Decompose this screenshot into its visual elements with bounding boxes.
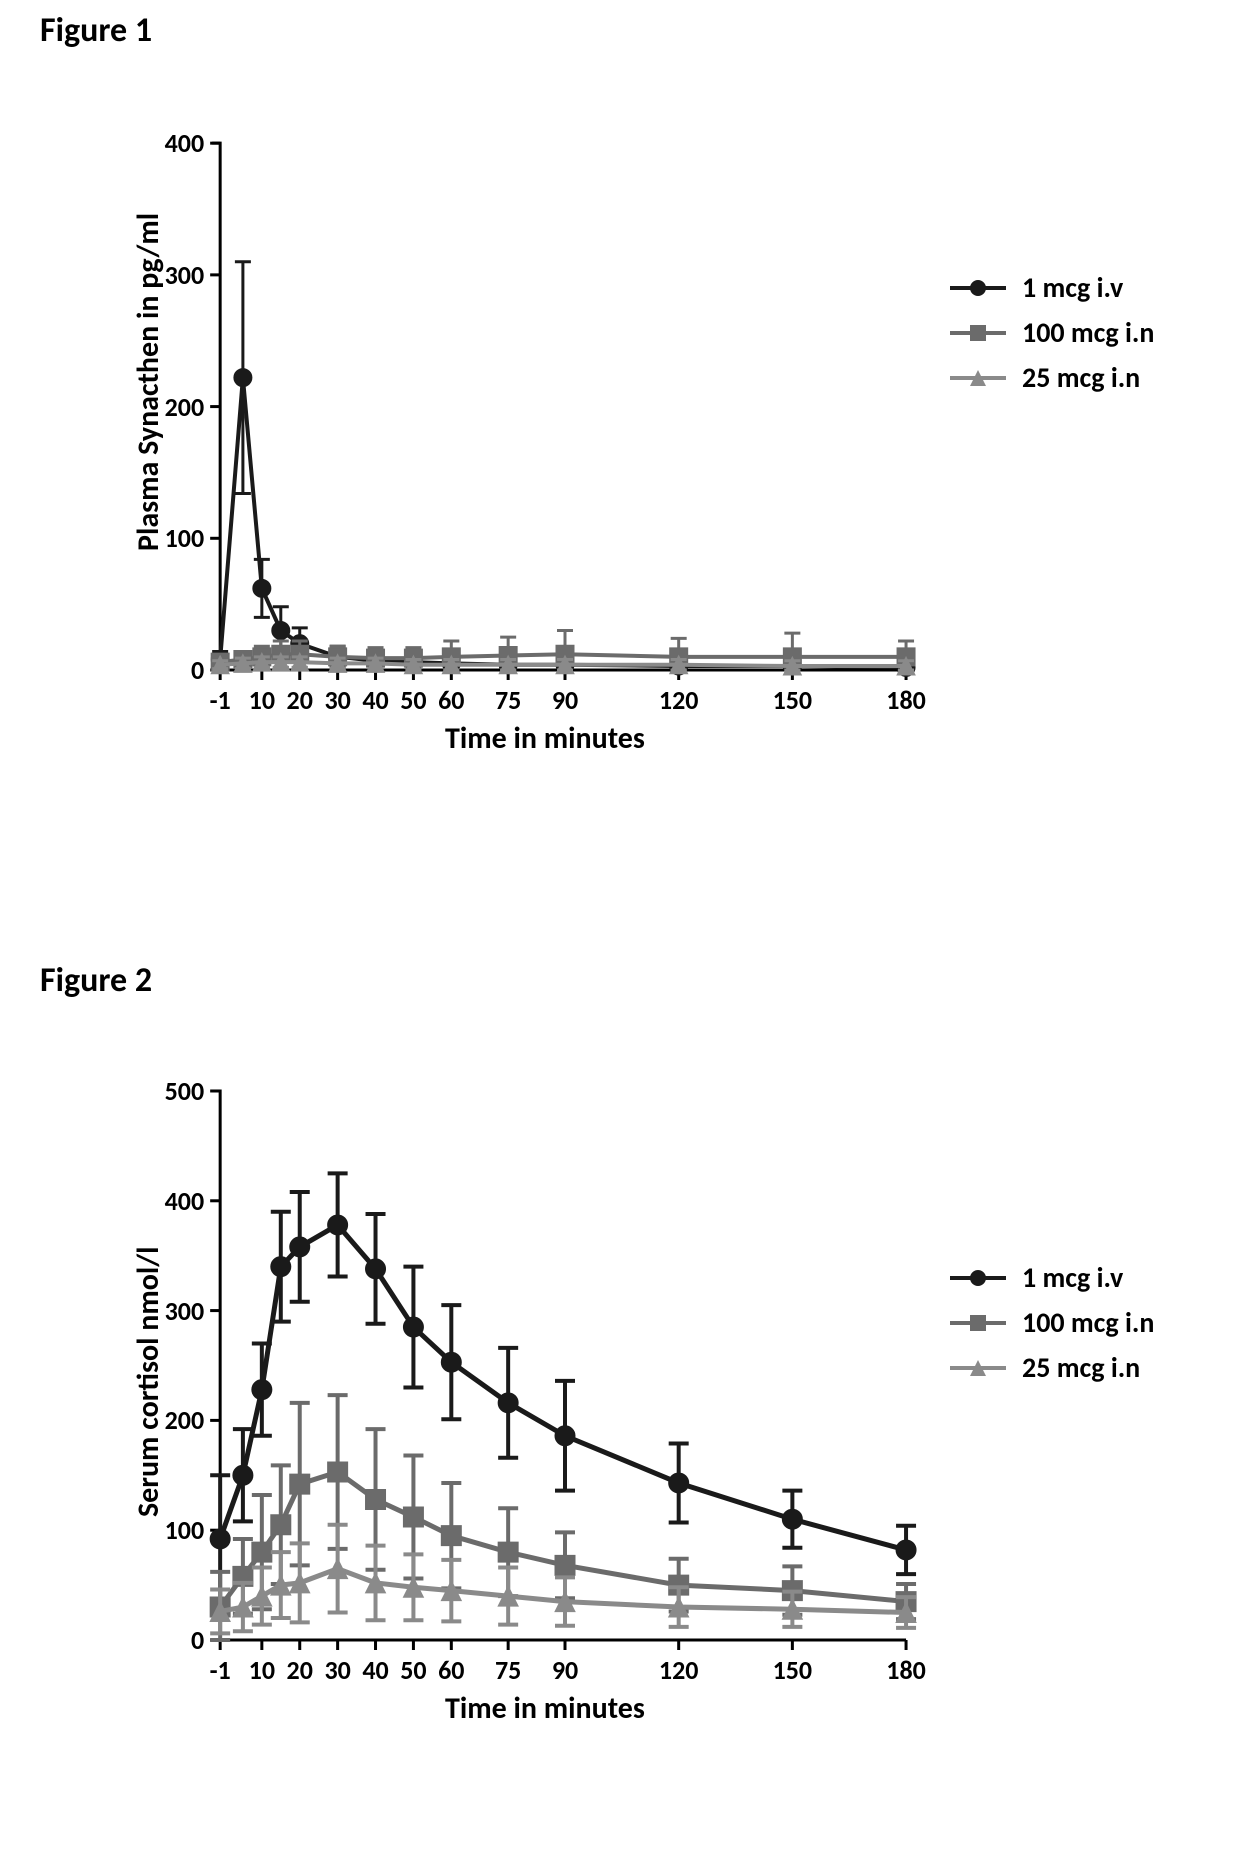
figure-1-legend-label: 100 mcg i.n [1022,315,1154,350]
figure-1-series-line [220,378,906,668]
figure-1-legend-item: 100 mcg i.n [950,315,1154,350]
figure-1-x-label: Time in minutes [445,720,645,757]
figure-2-marker [271,1257,291,1277]
figure-2-marker [498,1542,518,1562]
figure-2-xtick-label: 75 [484,1654,532,1686]
figure-2-marker [210,1529,230,1549]
figure-1-ytick-label: 200 [165,391,205,423]
figure-1-xtick-label: 75 [484,684,532,716]
figure-1-ytick-label: 400 [165,127,205,159]
figure-2-ytick-label: 500 [165,1075,205,1107]
figure-2-marker [441,1352,461,1372]
figure-1-title: Figure 1 [40,10,152,51]
figure-2-marker [669,1473,689,1493]
figure-2-legend: 1 mcg i.v 100 mcg i.n 25 mcg i.n [950,1260,1154,1395]
circle-icon [950,278,1006,298]
figure-2-marker [403,1507,423,1527]
figure-1-legend-item: 25 mcg i.n [950,360,1154,395]
page: Figure 1 0100200300400-11020304050607590… [0,0,1240,1852]
figure-1-ytick-label: 100 [165,522,205,554]
figure-2-marker [290,1474,310,1494]
figure-2-legend-item: 100 mcg i.n [950,1305,1154,1340]
figure-2-xtick-label: 180 [882,1654,930,1686]
figure-1-xtick-label: 150 [768,684,816,716]
figure-2-marker [555,1426,575,1446]
figure-1-xtick-label: 60 [427,684,475,716]
circle-icon [950,1268,1006,1288]
figure-2-marker [366,1489,386,1509]
figure-1-xtick-label: 120 [655,684,703,716]
figure-1-ytick-label: 300 [165,259,205,291]
triangle-icon [950,368,1006,388]
square-icon [950,323,1006,343]
figure-2-legend-item: 1 mcg i.v [950,1260,1154,1295]
figure-2-ytick-label: 200 [165,1404,205,1436]
figure-2-marker [328,1462,348,1482]
figure-2-marker [271,1515,291,1535]
figure-2-xtick-label: 90 [541,1654,589,1686]
figure-2-ytick-label: 300 [165,1295,205,1327]
figure-1-marker [234,369,252,387]
figure-2-marker [366,1259,386,1279]
figure-2-y-label: Serum cortisol nmol/l [130,1246,167,1517]
figure-1-marker [253,579,271,597]
figure-2-marker [441,1526,461,1546]
figure-2-x-label: Time in minutes [445,1690,645,1727]
figure-1-legend-label: 25 mcg i.n [1022,360,1140,395]
figure-2-legend-label: 25 mcg i.n [1022,1350,1140,1385]
figure-2-xtick-label: 150 [768,1654,816,1686]
figure-2-plot: 0100200300400500-11020304050607590120150… [0,1000,965,1760]
figure-1-plot: 0100200300400-11020304050607590120150180… [0,50,965,790]
figure-2-xtick-label: 120 [655,1654,703,1686]
figure-2-ytick-label: 400 [165,1185,205,1217]
figure-1-legend-label: 1 mcg i.v [1022,270,1123,305]
figure-2-legend-label: 1 mcg i.v [1022,1260,1123,1295]
figure-2-marker [290,1237,310,1257]
figure-2-xtick-label: 60 [427,1654,475,1686]
figure-2-marker [498,1393,518,1413]
figure-1-ytick-label: 0 [191,654,204,686]
figure-2-marker [328,1215,348,1235]
figure-1-xtick-label: 90 [541,684,589,716]
figure-2-marker [252,1542,272,1562]
figure-1-xtick-label: 180 [882,684,930,716]
figure-1-y-label: Plasma Synacthen in pg/ml [130,213,167,551]
figure-2-marker [782,1509,802,1529]
square-icon [950,1313,1006,1333]
figure-1-axes [212,143,906,670]
figure-2-title: Figure 2 [40,960,152,1001]
figure-1: Figure 1 0100200300400-11020304050607590… [0,10,1240,880]
figure-2-legend-label: 100 mcg i.n [1022,1305,1154,1340]
figure-2-marker [233,1465,253,1485]
triangle-icon [950,1358,1006,1378]
figure-2-marker [252,1380,272,1400]
figure-2-marker [252,1586,272,1606]
figure-2-legend-item: 25 mcg i.n [950,1350,1154,1385]
figure-1-legend-item: 1 mcg i.v [950,270,1154,305]
figure-1-marker [272,621,290,639]
figure-2-marker [403,1317,423,1337]
figure-2-marker [555,1555,575,1575]
figure-1-legend: 1 mcg i.v 100 mcg i.n 25 mcg i.n [950,270,1154,405]
figure-2: Figure 2 0100200300400500-11020304050607… [0,960,1240,1840]
figure-2-ytick-label: 100 [165,1514,205,1546]
figure-2-ytick-label: 0 [191,1624,204,1656]
figure-2-marker [896,1540,916,1560]
